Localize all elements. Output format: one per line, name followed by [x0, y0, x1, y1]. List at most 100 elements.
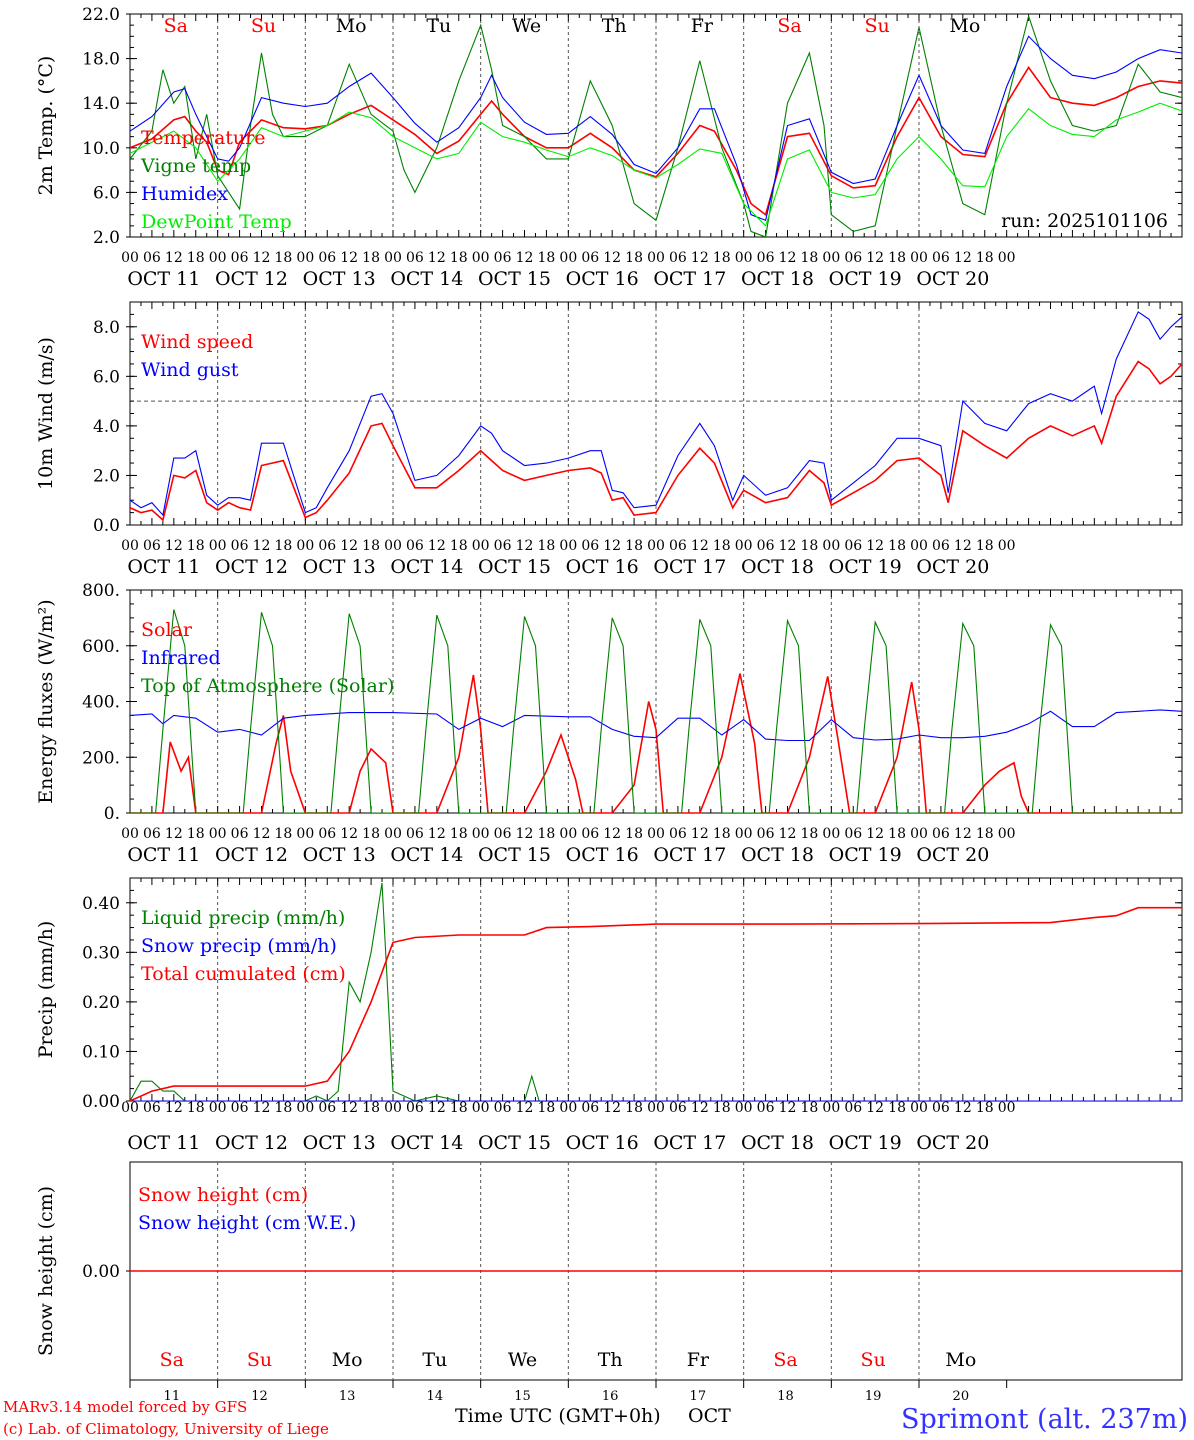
day-label: OCT 14: [390, 844, 463, 866]
y-tick-label: 0.00: [82, 1092, 120, 1112]
hour-tick-label: 18: [801, 1100, 819, 1116]
hour-tick-label: 00: [472, 1100, 490, 1116]
hour-tick-label: 00: [559, 250, 577, 266]
hour-tick-label: 06: [932, 538, 950, 554]
hour-tick-label: 06: [844, 1100, 862, 1116]
day-label: OCT 20: [916, 844, 989, 866]
weekday-label: Mo: [949, 15, 980, 37]
hour-tick-label: 12: [253, 826, 271, 842]
hour-tick-label: 00: [822, 1100, 840, 1116]
hour-tick-label: 00: [296, 538, 314, 554]
hour-tick-label: 18: [713, 1100, 731, 1116]
hour-tick-label: 12: [866, 538, 884, 554]
hour-tick-label: 00: [384, 1100, 402, 1116]
day-label: OCT 20: [916, 556, 989, 578]
hour-tick-label: 18: [713, 538, 731, 554]
hour-tick-label: 06: [581, 826, 599, 842]
hour-tick-label: 12: [428, 538, 446, 554]
hour-tick-label: 18: [538, 538, 556, 554]
hour-tick-label: 00: [998, 826, 1016, 842]
hour-tick-label: 18: [538, 250, 556, 266]
hour-tick-label: 06: [494, 826, 512, 842]
y-tick-label: 0.: [104, 804, 120, 824]
hour-tick-label: 12: [340, 538, 358, 554]
hour-tick-label: 00: [910, 826, 928, 842]
hour-tick-label: 06: [844, 250, 862, 266]
hour-tick-label: 00: [384, 826, 402, 842]
hour-tick-label: 06: [581, 250, 599, 266]
hour-tick-label: 12: [603, 538, 621, 554]
hour-tick-label: 18: [625, 250, 643, 266]
hour-tick-label: 18: [625, 1100, 643, 1116]
hour-tick-label: 12: [428, 826, 446, 842]
hour-tick-label: 06: [318, 538, 336, 554]
hour-tick-label: 00: [822, 538, 840, 554]
day-label: OCT 17: [653, 268, 726, 290]
day-label: OCT 17: [653, 844, 726, 866]
hour-tick-label: 06: [669, 250, 687, 266]
y-tick-label: 2.0: [93, 228, 120, 248]
hour-tick-label: 12: [954, 250, 972, 266]
weekday-label: Th: [598, 1349, 623, 1371]
day-label: OCT 12: [215, 268, 288, 290]
hour-tick-label: 00: [998, 538, 1016, 554]
series-line-total-cumulated-cm-: [130, 906, 1182, 1101]
weekday-label: Sa: [160, 1349, 184, 1371]
legend-top-of-atmosphere-solar-: Top of Atmosphere (Solar): [141, 675, 394, 697]
day-label: OCT 14: [390, 268, 463, 290]
y-tick-label: 0.00: [82, 1262, 120, 1282]
y-tick-label: 6.0: [93, 183, 120, 203]
hour-tick-label: 00: [121, 1100, 139, 1116]
weekday-label: Su: [861, 1349, 886, 1371]
hour-tick-label: 18: [888, 250, 906, 266]
day-label: OCT 12: [215, 556, 288, 578]
hour-tick-label: 12: [253, 538, 271, 554]
hour-tick-label: 06: [757, 250, 775, 266]
hour-tick-label: 00: [647, 250, 665, 266]
weekday-label: Th: [602, 15, 627, 37]
hour-tick-label: 06: [318, 250, 336, 266]
series-line-vigne-temp: [130, 14, 1182, 237]
hour-tick-label: 12: [253, 250, 271, 266]
series-line-wind-gust: [130, 311, 1182, 517]
y-tick-label: 0.40: [82, 894, 120, 914]
hour-tick-label: 12: [779, 538, 797, 554]
hour-tick-label: 12: [428, 1100, 446, 1116]
hour-tick-label: 12: [516, 538, 534, 554]
legend-vigne-temp: Vigne temp: [140, 155, 251, 177]
hour-tick-label: 18: [187, 250, 205, 266]
hour-tick-label: 00: [735, 538, 753, 554]
weekday-label: Su: [251, 15, 276, 37]
day-label: OCT 15: [478, 1132, 551, 1154]
hour-tick-label: 06: [494, 250, 512, 266]
weekday-label: We: [508, 1349, 537, 1371]
hour-tick-label: 06: [406, 250, 424, 266]
hour-tick-label: 06: [231, 1100, 249, 1116]
hour-tick-label: 00: [472, 538, 490, 554]
hour-tick-label: 12: [603, 1100, 621, 1116]
hour-tick-label: 18: [450, 826, 468, 842]
weekday-label: Mo: [336, 15, 367, 37]
hour-tick-label: 18: [187, 1100, 205, 1116]
hour-tick-label: 06: [231, 538, 249, 554]
hour-tick-label: 12: [779, 826, 797, 842]
y-tick-label: 10.0: [82, 139, 120, 159]
day-number-label: 20: [953, 1389, 970, 1404]
y-tick-label: 2.0: [93, 466, 120, 486]
hour-tick-label: 12: [165, 826, 183, 842]
hour-tick-label: 12: [516, 1100, 534, 1116]
hour-tick-label: 18: [801, 250, 819, 266]
model-credit: MARv3.14 model forced by GFS: [3, 1398, 247, 1416]
hour-tick-label: 18: [538, 1100, 556, 1116]
weekday-label: We: [512, 15, 541, 37]
hour-tick-label: 06: [932, 250, 950, 266]
day-label: OCT 11: [127, 268, 200, 290]
weekday-label: Tu: [422, 1349, 447, 1371]
plot-frame: [129, 301, 1183, 526]
legend-solar: Solar: [141, 619, 193, 641]
day-label: OCT 16: [566, 844, 639, 866]
hour-tick-label: 12: [165, 250, 183, 266]
hour-tick-label: 18: [713, 826, 731, 842]
plot-frame: [129, 589, 1183, 814]
hour-tick-label: 00: [384, 538, 402, 554]
